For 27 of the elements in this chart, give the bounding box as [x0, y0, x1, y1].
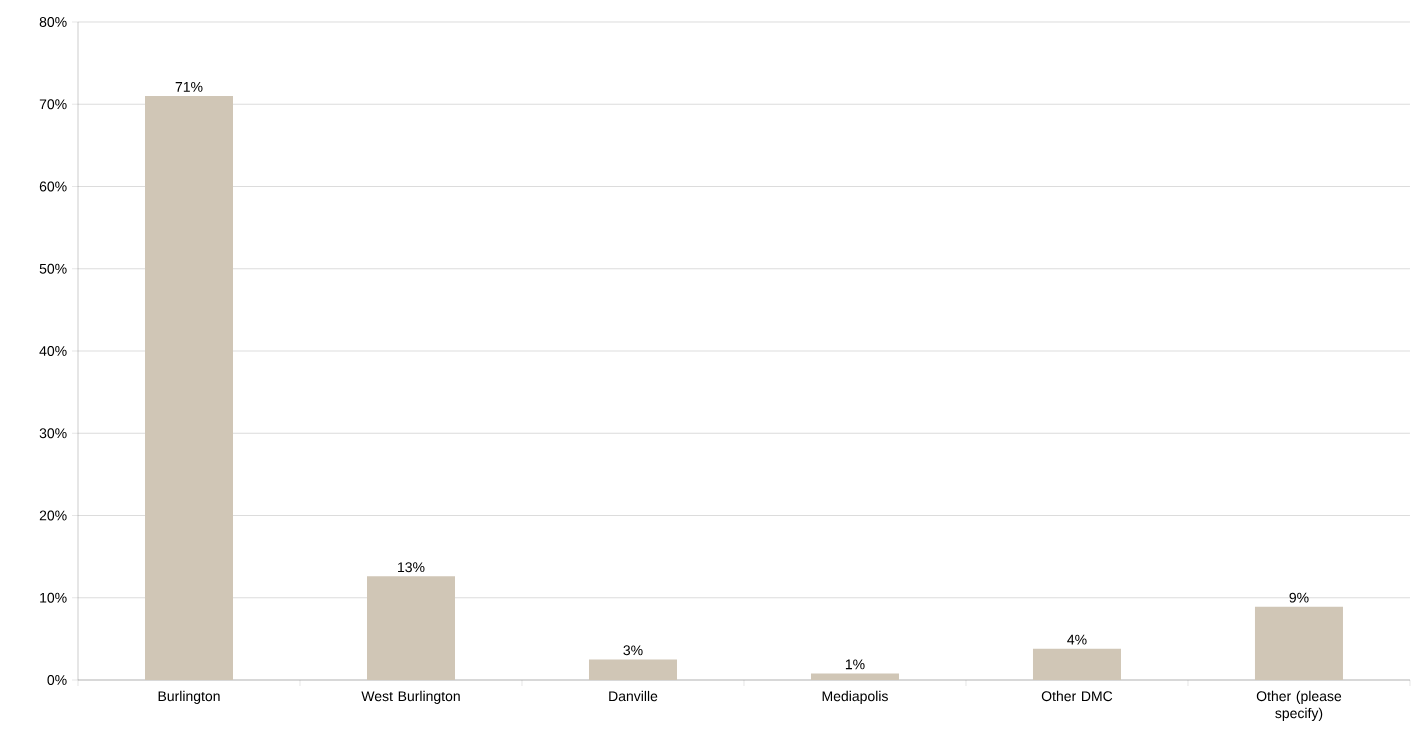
bar	[810, 673, 899, 680]
x-tick-label: Danville	[609, 690, 658, 702]
data-label: 71%	[175, 82, 203, 92]
bar	[145, 96, 233, 680]
y-tick-label: 10%	[40, 592, 67, 603]
bar	[366, 576, 455, 680]
data-label: 9%	[1289, 592, 1309, 603]
data-label: 1%	[845, 659, 865, 670]
y-tick-label: 30%	[39, 428, 67, 439]
x-tick-label: Mediapolis	[822, 690, 888, 704]
data-label: 13%	[398, 562, 425, 573]
bar	[1032, 648, 1121, 680]
bar	[588, 659, 677, 680]
bar	[1254, 606, 1343, 680]
x-tick-label: Other (please specify)	[1256, 690, 1342, 721]
x-tick-label: Burlington	[158, 690, 220, 704]
y-tick-label: 0%	[47, 675, 67, 685]
y-tick-label: 50%	[39, 263, 67, 274]
data-label: 3%	[623, 645, 643, 656]
y-tick-label: 70%	[39, 99, 67, 110]
y-tick-label: 20%	[39, 510, 67, 521]
x-tick-label: Other DMC	[1041, 690, 1113, 702]
y-tick-label: 40%	[39, 346, 67, 356]
y-tick-label: 80%	[39, 17, 67, 27]
x-tick-label: West Burlington	[361, 690, 460, 704]
y-tick-label: 60%	[39, 181, 67, 192]
data-label: 4%	[1067, 634, 1087, 645]
